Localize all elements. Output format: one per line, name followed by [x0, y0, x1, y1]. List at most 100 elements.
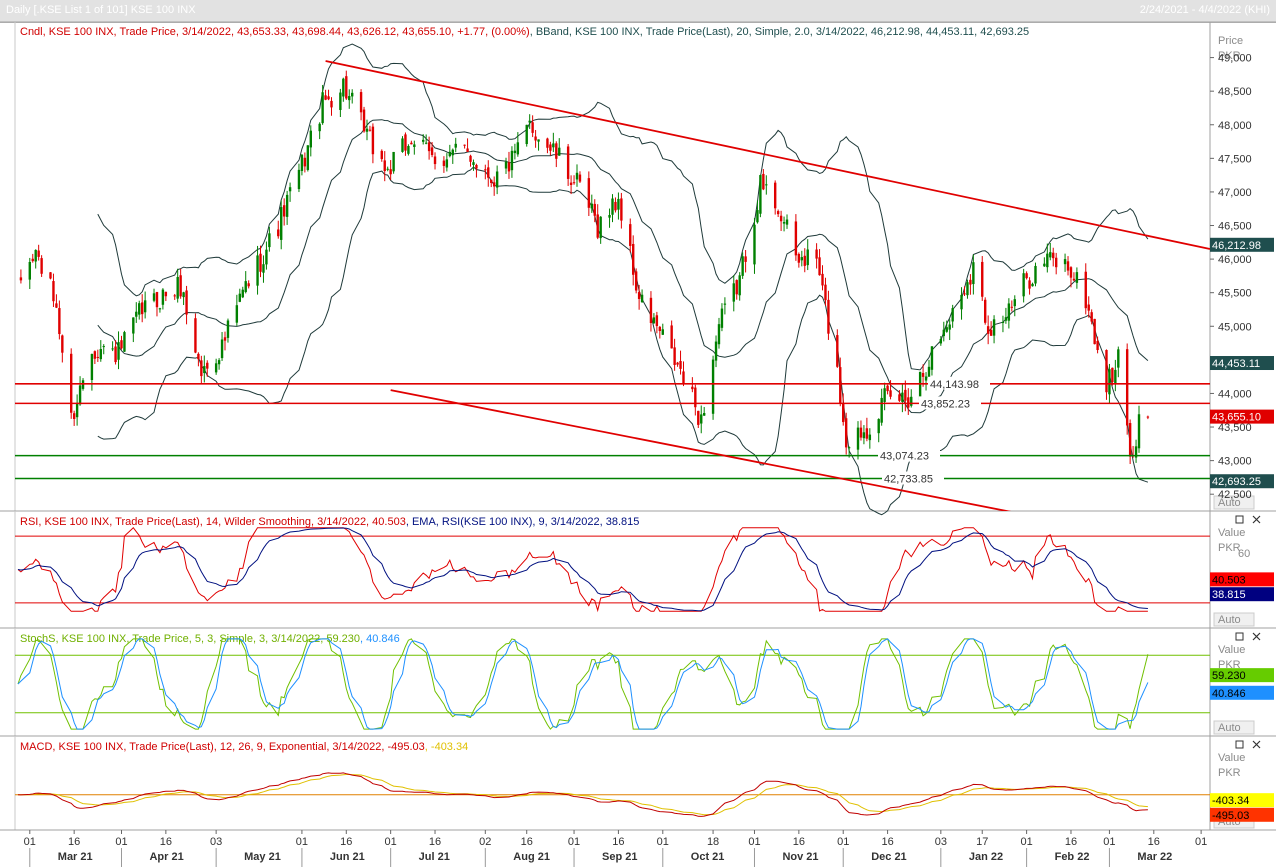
- candle-body: [40, 258, 43, 274]
- auto-scale-box[interactable]: [1213, 495, 1255, 510]
- x-tick-label: 16: [1065, 836, 1077, 848]
- candle-body: [348, 96, 351, 101]
- candle-body: [78, 385, 82, 405]
- candle-body: [637, 292, 641, 300]
- candle-body: [779, 215, 783, 222]
- close-pane-icon[interactable]: [1252, 740, 1261, 749]
- candle-body: [114, 346, 117, 363]
- candle-body: [58, 308, 61, 335]
- candle-body: [492, 182, 496, 187]
- auto-scale-box[interactable]: [1213, 612, 1255, 627]
- candle-body: [49, 272, 52, 279]
- candle-body: [942, 329, 945, 337]
- candle-body: [803, 255, 806, 266]
- close-pane-icon[interactable]: [1252, 632, 1261, 641]
- candle-body: [821, 273, 824, 286]
- price-tick-label: 48,000: [1218, 120, 1252, 132]
- candle-body: [889, 390, 892, 397]
- candle-body: [182, 292, 185, 298]
- candle-body: [776, 211, 780, 215]
- candle-body: [1137, 414, 1141, 449]
- x-month-label: Mar 21: [58, 851, 93, 863]
- candle-body: [404, 134, 407, 151]
- x-month-label: Aug 21: [513, 851, 550, 863]
- x-month-label: Feb 22: [1055, 851, 1090, 863]
- candle-body: [102, 346, 105, 348]
- candle-body: [280, 207, 283, 240]
- candle-body: [1093, 318, 1096, 345]
- legend-secondary: , -403.34: [425, 741, 468, 753]
- candle-body: [220, 339, 224, 359]
- macd-value-badge: [1210, 793, 1274, 808]
- horizontal-line-label: 43,852.23: [921, 398, 970, 410]
- bollinger-lower-band: [97, 166, 1149, 516]
- price-tick-label: 45,000: [1218, 321, 1252, 333]
- candle-body: [309, 130, 312, 148]
- maximize-pane-icon[interactable]: [1235, 632, 1244, 641]
- rsi-pane: 60 40.503 38.815: [15, 526, 1274, 613]
- candle-body: [963, 293, 966, 295]
- candle-body: [880, 397, 883, 423]
- x-month-label: Jun 21: [330, 851, 365, 863]
- candle-body: [711, 359, 715, 414]
- candle-body: [256, 255, 259, 286]
- candle-body: [490, 179, 493, 183]
- candle-body: [927, 366, 931, 379]
- macd-value-label: -495.03: [1212, 810, 1249, 822]
- candle-body: [241, 289, 244, 298]
- candle-body: [634, 271, 638, 291]
- stoch-k-line: [17, 638, 1149, 730]
- candle-body: [463, 144, 466, 146]
- candle-body: [303, 157, 307, 167]
- candle-body: [217, 360, 221, 365]
- price-pane: 49,000 48,500 48,000 47,500 47,000 46,500 46,0…: [15, 43, 1274, 516]
- candle-body: [259, 253, 262, 272]
- candle-body: [904, 389, 907, 401]
- x-month-label: Mar 22: [1137, 851, 1172, 863]
- candle-body: [700, 414, 703, 424]
- auto-scale-label: Auto: [1218, 722, 1241, 734]
- horizontal-line-label-bg: [878, 448, 940, 462]
- candle-body: [859, 427, 863, 438]
- x-tick-label: 18: [707, 836, 719, 848]
- candle-body: [590, 203, 593, 209]
- candle-body: [214, 363, 218, 373]
- candle-body: [516, 142, 520, 155]
- candle-body: [268, 233, 271, 248]
- candle-body: [1031, 283, 1034, 287]
- candle-body: [507, 162, 511, 172]
- candle-body: [277, 229, 280, 237]
- legend-primary: MACD, KSE 100 INX, Trade Price(Last), 12…: [20, 741, 425, 753]
- candle-body: [714, 341, 718, 361]
- candle-body: [324, 95, 327, 100]
- stoch-d-line: [17, 638, 1149, 730]
- candle-body: [179, 275, 182, 297]
- candle-body: [469, 155, 472, 162]
- auto-scale-box[interactable]: [1213, 720, 1255, 735]
- candle-body: [421, 139, 425, 142]
- legend-primary: Cndl, KSE 100 INX, Trade Price, 3/14/202…: [20, 26, 530, 38]
- candle-body: [306, 145, 310, 170]
- candle-body: [1052, 252, 1055, 259]
- candle-body: [992, 319, 996, 336]
- maximize-pane-icon[interactable]: [1235, 515, 1244, 524]
- candle-body: [827, 299, 830, 334]
- candle-body: [161, 289, 165, 305]
- candle-body: [676, 362, 679, 365]
- candle-body: [226, 320, 230, 338]
- candle-body: [945, 327, 948, 332]
- candle-body: [720, 308, 724, 328]
- candle-body: [629, 224, 632, 246]
- x-tick-label: 01: [296, 836, 308, 848]
- maximize-pane-icon[interactable]: [1235, 740, 1244, 749]
- candle-body: [513, 150, 517, 154]
- candle-body: [552, 143, 555, 148]
- candle-body: [383, 160, 386, 172]
- pane-legend: MACD, KSE 100 INX, Trade Price(Last), 12…: [20, 741, 468, 753]
- candle-body: [223, 337, 227, 341]
- close-pane-icon[interactable]: [1252, 515, 1261, 524]
- candle-body: [877, 419, 880, 434]
- horizontal-line-label-bg: [919, 396, 981, 410]
- auto-scale-label: Auto: [1218, 497, 1241, 509]
